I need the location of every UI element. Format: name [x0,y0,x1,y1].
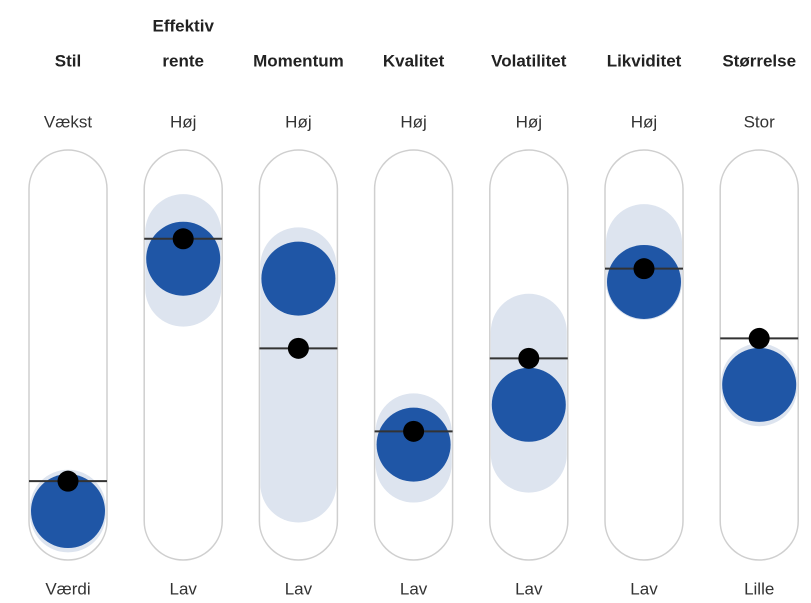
low-label: Lav [630,579,658,598]
low-label: Værdi [45,579,90,598]
low-label: Lav [515,579,543,598]
low-label: Lav [285,579,313,598]
low-label: Lav [400,579,428,598]
high-label: Høj [400,112,426,131]
factor-name: rente [162,51,204,70]
benchmark-dot [287,337,309,359]
factor-name: Momentum [253,51,344,70]
low-label: Lav [169,579,197,598]
benchmark-dot [748,327,770,349]
factor-name: Volatilitet [491,51,567,70]
fund-position [376,407,451,482]
factor-name: Stil [55,51,81,70]
factor-name: Effektiv [152,16,214,35]
fund-position [491,367,566,442]
high-label: Høj [516,112,542,131]
benchmark-dot [633,258,655,280]
high-label: Vækst [44,112,92,131]
fund-position [607,244,681,319]
high-label: Stor [744,112,776,131]
high-label: Høj [631,112,657,131]
fund-position [31,474,105,549]
high-label: Høj [285,112,311,131]
benchmark-dot [57,470,79,492]
high-label: Høj [170,112,196,131]
benchmark-dot [172,228,194,250]
factor-name: Størrelse [722,51,796,70]
low-label: Lille [744,579,774,598]
benchmark-dot [518,347,540,369]
track [28,149,108,561]
fund-position [261,241,336,316]
factor-name: Kvalitet [383,51,445,70]
factor-name: Likviditet [607,51,682,70]
fund-position [146,221,221,296]
fund-position [722,347,797,422]
benchmark-dot [403,420,425,442]
